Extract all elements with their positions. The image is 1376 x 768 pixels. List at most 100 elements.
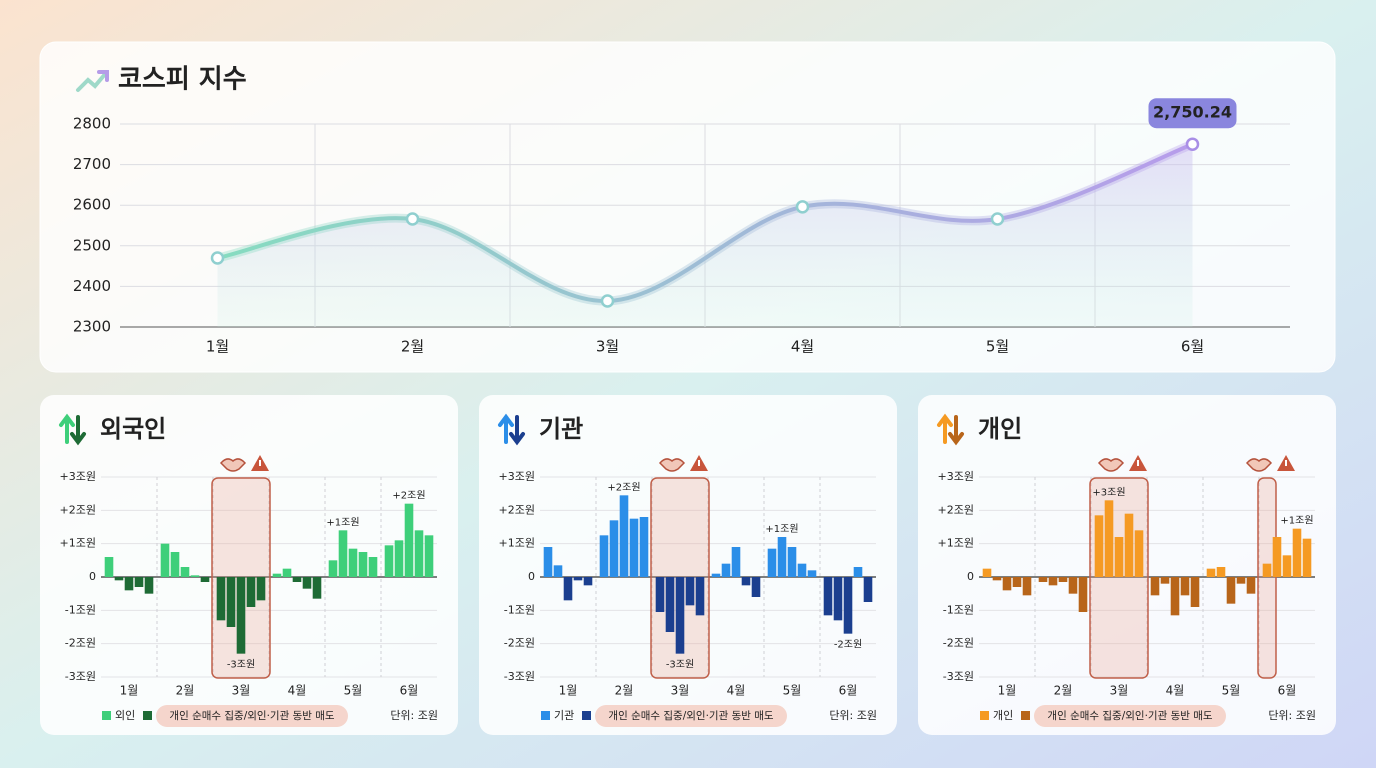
bar — [1226, 577, 1236, 604]
bar — [833, 577, 843, 621]
point — [405, 212, 420, 226]
legend-swatch — [980, 711, 989, 720]
y-tick-label: 0 — [528, 570, 535, 583]
x-tick-label: 2월 — [1054, 684, 1073, 698]
y-tick-label: 0 — [89, 570, 96, 583]
bar — [992, 577, 1002, 581]
y-tick-label: -3조원 — [65, 670, 96, 683]
highlight-box — [1257, 477, 1277, 679]
unit-label: 단위: 조원 — [390, 709, 438, 722]
panel — [40, 395, 458, 735]
bar — [1292, 528, 1302, 577]
bar — [1272, 537, 1282, 577]
x-tick-label: 5월 — [1222, 684, 1241, 698]
bar — [200, 577, 210, 582]
y-tick-label: 2300 — [73, 318, 111, 336]
bar — [312, 577, 322, 599]
point — [795, 200, 810, 214]
point — [210, 251, 225, 265]
bar — [751, 577, 761, 597]
x-tick-label: 1월 — [120, 684, 139, 698]
annotation: -2조원 — [834, 639, 862, 651]
handshake-icon — [658, 458, 686, 472]
legend-swatch — [102, 711, 111, 720]
x-tick-label: 4월 — [791, 338, 814, 356]
annotation: +2조원 — [392, 490, 425, 502]
legend-swatch — [143, 711, 152, 720]
chart-title: 개인 — [978, 415, 1022, 443]
y-tick-label: +2조원 — [938, 503, 974, 516]
handshake-icon — [1245, 458, 1273, 472]
x-tick-label: 2월 — [401, 338, 424, 356]
bar — [639, 517, 649, 577]
y-tick-label: -3조원 — [504, 670, 535, 683]
x-tick-label: 5월 — [986, 338, 1009, 356]
bar — [619, 495, 629, 577]
legend-swatch — [582, 711, 591, 720]
bar — [256, 577, 266, 601]
bar — [1078, 577, 1088, 612]
bar — [328, 560, 338, 577]
bar — [573, 577, 583, 581]
bar — [797, 563, 807, 577]
bar — [675, 577, 685, 654]
line — [217, 142, 1194, 304]
bar — [114, 577, 124, 581]
value-label-bg — [1148, 98, 1237, 129]
legend-note: 개인 순매수 집중/외인·기관 동반 매도 — [608, 710, 773, 722]
bar — [1068, 577, 1078, 594]
bar — [236, 577, 246, 654]
bar — [302, 577, 312, 589]
bar — [553, 565, 563, 577]
y-tick-label: 2800 — [73, 115, 111, 133]
bar — [1038, 577, 1048, 582]
bar — [160, 543, 170, 577]
y-tick-label: 2500 — [73, 236, 111, 254]
legend-label: 개인 — [993, 709, 1013, 722]
y-tick-label: +2조원 — [499, 503, 535, 516]
bar — [1170, 577, 1180, 616]
bar — [1180, 577, 1190, 596]
bar — [685, 577, 695, 606]
annotation: -3조원 — [227, 659, 255, 671]
y-tick-label: -2조원 — [65, 637, 96, 650]
bar — [863, 577, 873, 602]
bar — [1236, 577, 1246, 584]
bar — [1262, 563, 1272, 577]
unit-label: 단위: 조원 — [1268, 709, 1316, 722]
bar — [731, 547, 741, 577]
bar — [1114, 537, 1124, 577]
x-tick-label: 5월 — [783, 684, 802, 698]
bar — [823, 577, 833, 616]
y-tick-label: 0 — [967, 570, 974, 583]
x-tick-label: 3월 — [596, 338, 619, 356]
bar — [1104, 500, 1114, 577]
bar — [272, 573, 282, 577]
x-tick-label: 1월 — [998, 684, 1017, 698]
x-tick-label: 2월 — [176, 684, 195, 698]
handshake-icon — [1097, 458, 1125, 472]
y-tick-label: +1조원 — [499, 537, 535, 550]
bar — [853, 567, 863, 577]
x-tick-label: 6월 — [400, 684, 419, 698]
bar — [711, 573, 721, 577]
bar — [1190, 577, 1200, 607]
y-tick-label: 2600 — [73, 196, 111, 214]
legend-label: 외인 — [115, 709, 135, 722]
legend-swatch — [1021, 711, 1030, 720]
x-tick-label: 4월 — [1166, 684, 1185, 698]
chart-title: 외국인 — [100, 415, 166, 443]
annotation: +1조원 — [326, 516, 359, 528]
bar — [721, 563, 731, 577]
bar — [583, 577, 593, 586]
panel — [479, 395, 897, 735]
trend-icon — [76, 71, 108, 92]
y-tick-label: -2조원 — [943, 637, 974, 650]
y-tick-label: +3조원 — [60, 470, 96, 483]
x-tick-label: 1월 — [559, 684, 578, 698]
note-pill — [595, 705, 787, 727]
bar — [599, 535, 609, 577]
bar — [1150, 577, 1160, 596]
y-tick-label: 2700 — [73, 155, 111, 173]
point — [990, 212, 1005, 226]
